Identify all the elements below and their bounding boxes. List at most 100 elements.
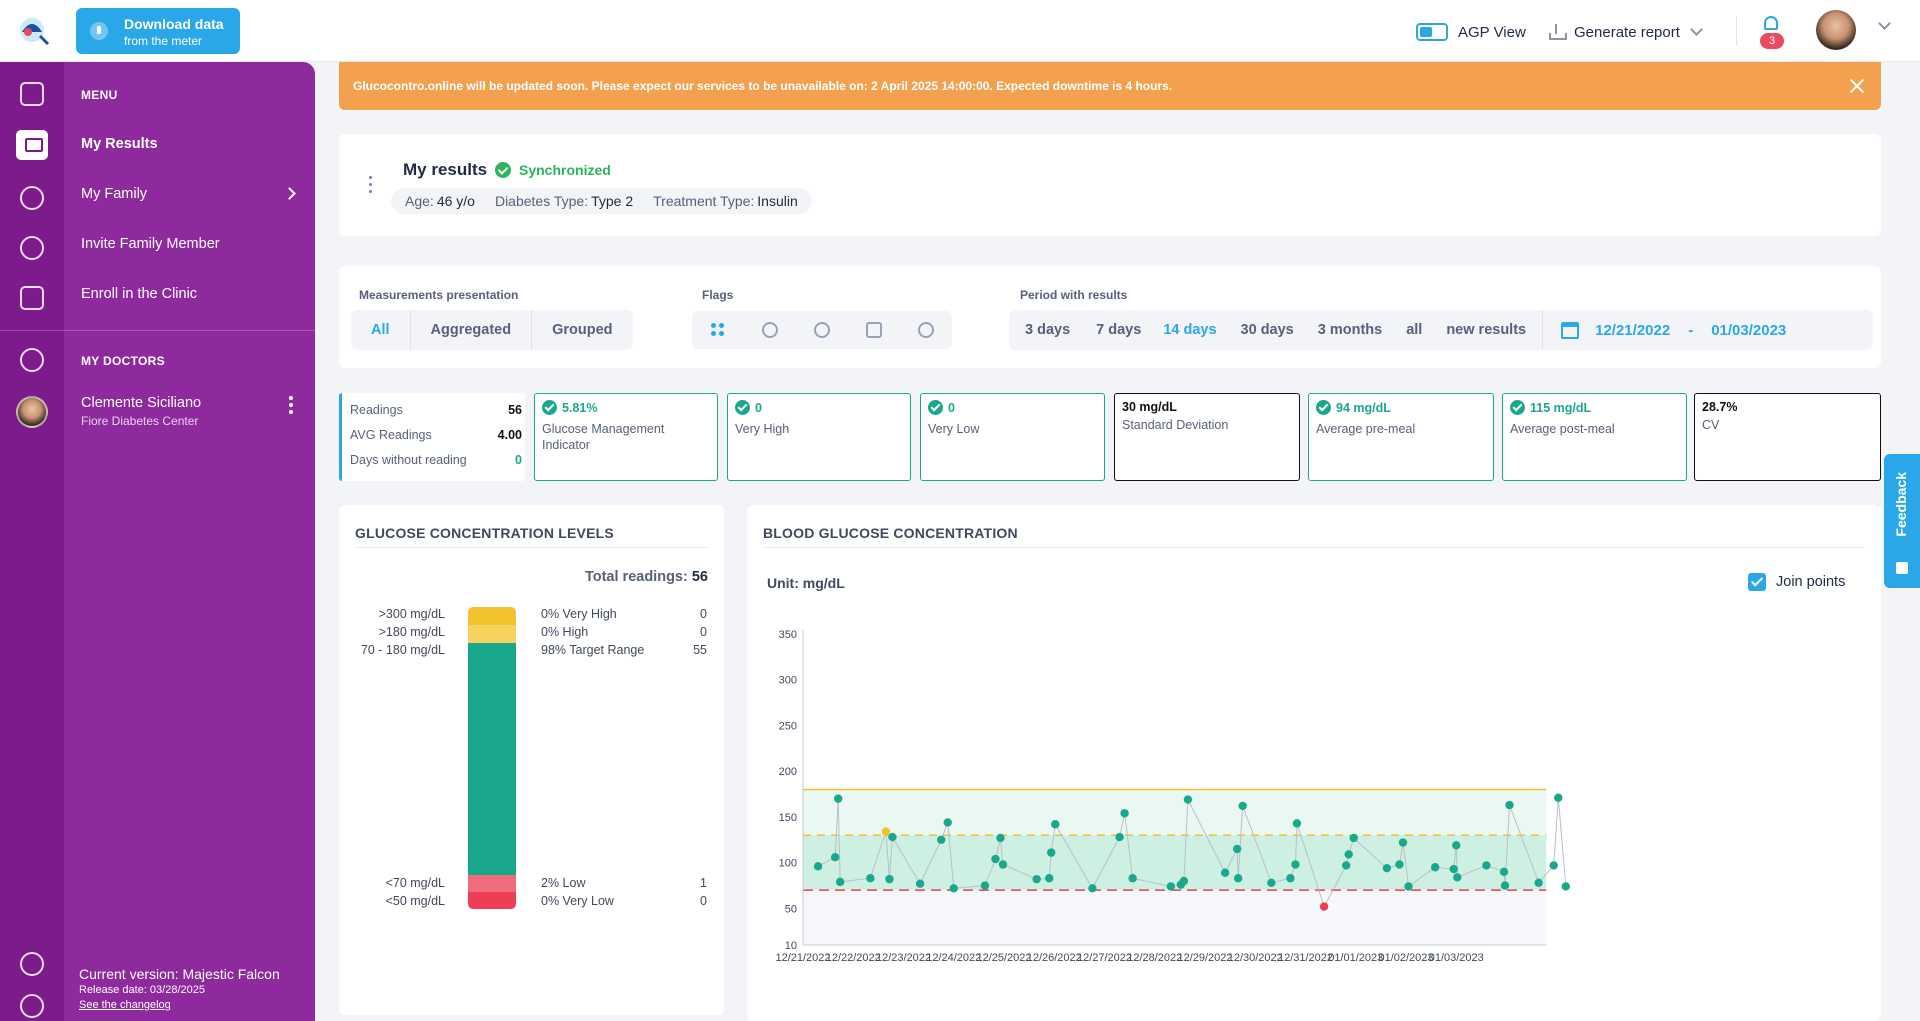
levels-title: GLUCOSE CONCENTRATION LEVELS xyxy=(355,525,614,541)
period-all[interactable]: all xyxy=(1406,322,1423,338)
data-point xyxy=(936,835,946,845)
y-tick-label: 200 xyxy=(779,766,797,778)
bar-very-high xyxy=(468,607,516,625)
bell-icon[interactable] xyxy=(1760,14,1782,36)
data-point xyxy=(1453,873,1462,882)
data-point xyxy=(1349,833,1358,843)
kebab-menu-icon[interactable] xyxy=(369,176,373,196)
doctor-avatar[interactable] xyxy=(16,396,48,428)
help-icon[interactable] xyxy=(20,994,44,1018)
presentation-grouped[interactable]: Grouped xyxy=(531,310,632,350)
data-point xyxy=(1554,793,1563,802)
bar-high xyxy=(468,625,516,643)
period-selector: 3 days 7 days 14 days 30 days 3 months a… xyxy=(1009,310,1873,350)
data-point xyxy=(833,794,843,803)
join-points-checkbox[interactable]: Join points xyxy=(1748,573,1845,591)
menu-item-enroll-clinic[interactable]: Enroll in the Clinic xyxy=(81,286,198,302)
data-point xyxy=(1032,874,1041,884)
data-point xyxy=(1319,902,1329,911)
monitor-icon[interactable] xyxy=(16,130,48,160)
download-icon xyxy=(90,22,108,40)
chevron-down-icon[interactable] xyxy=(1878,17,1891,30)
data-point xyxy=(1045,874,1054,883)
readings-count: 56 xyxy=(508,403,522,417)
presentation-all[interactable]: All xyxy=(371,322,390,338)
x-tick-label: 12/23/2022 xyxy=(876,952,931,964)
chevron-down-icon xyxy=(1690,23,1703,36)
x-tick-label: 12/26/2022 xyxy=(1027,952,1082,964)
data-point xyxy=(1183,795,1193,804)
levels-stacked-bar xyxy=(468,607,516,909)
label-target: 98% Target Range xyxy=(541,643,645,657)
data-point xyxy=(885,874,894,884)
all-flags-icon[interactable] xyxy=(710,322,726,338)
period-30-days[interactable]: 30 days xyxy=(1240,322,1294,338)
collapse-icon[interactable] xyxy=(20,82,44,106)
total-readings: Total readings: 56 xyxy=(584,569,708,585)
date-to[interactable]: 01/03/2023 xyxy=(1711,321,1787,339)
presentation-aggregated[interactable]: Aggregated xyxy=(409,310,532,350)
data-point xyxy=(1286,874,1295,883)
x-tick-label: 12/31/2022 xyxy=(1278,952,1333,964)
changelog-link[interactable]: See the changelog xyxy=(79,999,171,1011)
family-icon[interactable] xyxy=(20,186,44,210)
data-point xyxy=(1342,861,1351,870)
data-point xyxy=(1047,848,1056,857)
agp-view-toggle[interactable]: AGP View xyxy=(1416,22,1526,42)
menu-item-my-family[interactable]: My Family xyxy=(81,186,148,202)
data-point xyxy=(996,833,1005,843)
period-label: Period with results xyxy=(1020,288,1128,302)
y-tick-label: 100 xyxy=(779,858,797,870)
menu-item-my-results[interactable]: My Results xyxy=(81,136,158,152)
date-from[interactable]: 12/21/2022 xyxy=(1595,321,1671,339)
current-version: Current version: Majestic Falcon xyxy=(79,966,280,982)
chevron-right-icon[interactable] xyxy=(283,187,296,200)
range-very-low: <50 mg/dL xyxy=(385,894,445,908)
data-point xyxy=(943,818,952,827)
period-new-results[interactable]: new results xyxy=(1434,310,1544,350)
x-tick-label: 12/27/2022 xyxy=(1077,952,1132,964)
question-icon[interactable] xyxy=(918,322,934,338)
bg-title: BLOOD GLUCOSE CONCENTRATION xyxy=(763,525,1018,541)
bar-target xyxy=(468,643,516,875)
unit-label: Unit: mg/dL xyxy=(767,575,845,591)
doctor-name[interactable]: Clemente Siciliano xyxy=(81,395,202,411)
kebab-menu-icon[interactable] xyxy=(289,396,293,416)
period-7-days[interactable]: 7 days xyxy=(1096,322,1142,338)
invite-icon[interactable] xyxy=(20,236,44,260)
divider xyxy=(0,330,64,331)
maintenance-banner: Glucocontro.online will be updated soon.… xyxy=(339,62,1881,110)
calendar-icon[interactable] xyxy=(1561,321,1580,339)
stat-average-pre-meal: 94 mg/dL Average pre-meal xyxy=(1308,393,1494,481)
pre-meal-icon[interactable] xyxy=(762,322,778,338)
divider xyxy=(64,330,315,331)
close-icon[interactable] xyxy=(1849,78,1865,94)
y-tick-label: 300 xyxy=(779,675,797,687)
toggle-icon xyxy=(1416,23,1448,41)
readings-summary: Readings 56 AVG Readings 4.00 Days without… xyxy=(339,393,525,481)
release-date: Release date: 03/28/2025 xyxy=(79,984,205,996)
period-3-months[interactable]: 3 months xyxy=(1317,322,1383,338)
post-meal-icon[interactable] xyxy=(814,322,830,338)
x-tick-label: 01/03/2023 xyxy=(1429,952,1484,964)
period-3-days[interactable]: 3 days xyxy=(1025,322,1071,338)
user-avatar[interactable] xyxy=(1816,10,1856,50)
period-14-days[interactable]: 14 days xyxy=(1163,322,1217,338)
patient-info: Age: 46 y/o Diabetes Type: Type 2 Treatmen… xyxy=(391,188,812,214)
blood-glucose-card: BLOOD GLUCOSE CONCENTRATION Unit: mg/dL … xyxy=(747,505,1881,1021)
exercise-icon[interactable] xyxy=(866,322,882,338)
data-point xyxy=(881,827,891,836)
generate-report-button[interactable]: Generate report xyxy=(1548,22,1703,42)
globe-icon[interactable] xyxy=(20,952,44,976)
sync-status: Synchronized xyxy=(495,162,611,178)
menu-item-invite-family-member[interactable]: Invite Family Member xyxy=(81,236,220,252)
app-logo[interactable] xyxy=(14,12,54,48)
check-circle-icon xyxy=(1316,400,1331,415)
data-point xyxy=(830,852,840,862)
feedback-tab[interactable]: Feedback xyxy=(1884,454,1920,588)
y-tick-label: 50 xyxy=(785,903,797,915)
clinic-icon[interactable] xyxy=(20,286,44,310)
data-point xyxy=(1344,850,1353,859)
data-point xyxy=(915,879,925,888)
download-data-button[interactable]: Download data from the meter xyxy=(76,8,240,54)
